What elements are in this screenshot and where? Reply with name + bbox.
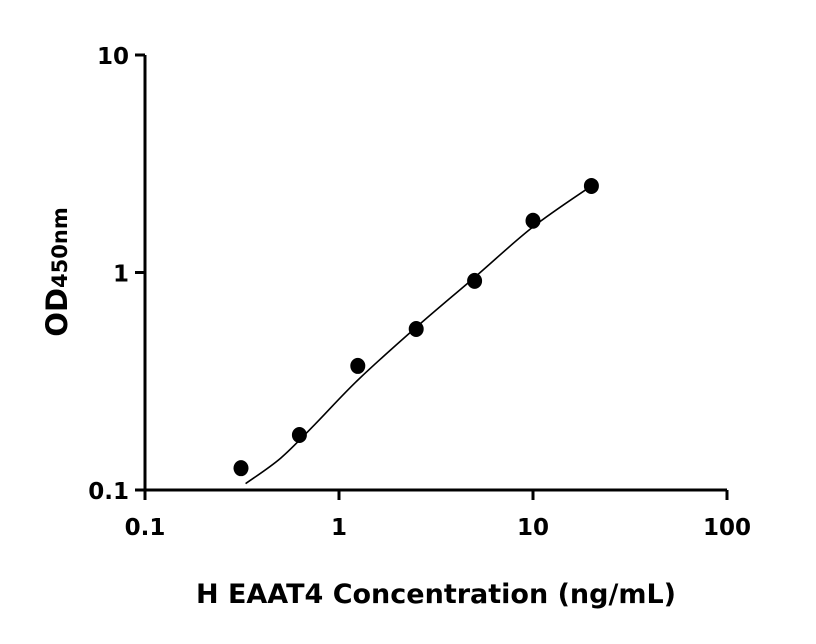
x-tick-label: 10	[517, 515, 549, 541]
y-tick-label: 1	[113, 262, 129, 288]
x-tick-label: 0.1	[125, 515, 166, 541]
data-points	[233, 177, 599, 477]
y-tick-label: 0.1	[88, 479, 129, 505]
y-axis-label: OD450nm	[40, 207, 74, 336]
data-point	[291, 427, 307, 444]
y-axis-label-sub: 450nm	[48, 207, 72, 288]
data-point	[525, 212, 541, 229]
data-point	[408, 320, 424, 337]
y-axis-label-main: OD	[40, 288, 74, 337]
data-point	[467, 272, 483, 289]
data-point	[233, 460, 249, 477]
fit-curve	[245, 185, 592, 485]
y-tick-label: 10	[97, 44, 129, 70]
data-point	[350, 357, 366, 374]
x-axis-label: H EAAT4 Concentration (ng/mL)	[196, 579, 676, 610]
axes: 0.1 1 10 100 0.1 1 10	[88, 44, 751, 541]
x-tick-label: 100	[703, 515, 751, 541]
data-point	[583, 177, 599, 194]
x-tick-label: 1	[331, 515, 347, 541]
